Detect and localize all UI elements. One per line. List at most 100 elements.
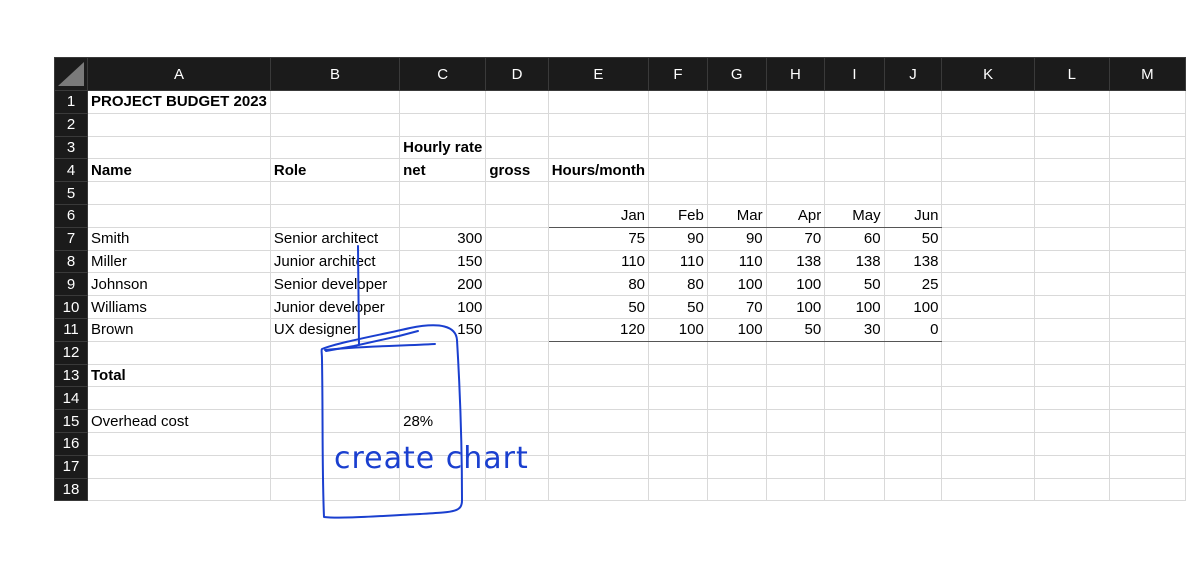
cell[interactable]: [706, 431, 767, 456]
cell[interactable]: [547, 386, 650, 411]
cell[interactable]: [1033, 363, 1110, 388]
gross-rate-cell[interactable]: [485, 272, 549, 297]
hours-cell[interactable]: 50: [824, 272, 885, 297]
cell[interactable]: [706, 363, 767, 388]
role-cell[interactable]: Senior architect: [269, 226, 401, 251]
cell[interactable]: [485, 386, 549, 411]
cell[interactable]: [547, 340, 650, 365]
row-header[interactable]: 10: [54, 295, 88, 319]
cell[interactable]: [941, 409, 1035, 433]
cell[interactable]: [1108, 272, 1186, 297]
column-header-b[interactable]: B: [269, 57, 401, 91]
total-label-cell[interactable]: Total: [87, 363, 271, 388]
cell[interactable]: [485, 90, 549, 114]
cell[interactable]: [941, 454, 1035, 479]
net-rate-cell[interactable]: 150: [399, 317, 487, 342]
cell[interactable]: [1108, 431, 1186, 456]
cell[interactable]: [824, 386, 885, 411]
cell[interactable]: [269, 181, 401, 205]
hours-cell[interactable]: 110: [547, 249, 650, 274]
cell[interactable]: [485, 112, 549, 137]
row-header[interactable]: 16: [54, 431, 88, 456]
net-rate-cell[interactable]: 200: [399, 272, 487, 297]
cell[interactable]: [269, 454, 401, 479]
cell[interactable]: [399, 340, 487, 365]
month-header-cell[interactable]: Feb: [648, 203, 708, 228]
cell[interactable]: [1108, 226, 1186, 251]
gross-rate-cell[interactable]: [485, 226, 549, 251]
cell[interactable]: [648, 409, 708, 433]
name-cell[interactable]: Johnson: [87, 272, 271, 297]
cell[interactable]: [1033, 112, 1110, 137]
cell[interactable]: [648, 90, 708, 114]
row-header[interactable]: 11: [54, 317, 88, 342]
cell[interactable]: [648, 477, 708, 502]
cell[interactable]: [269, 203, 401, 228]
hours-cell[interactable]: 100: [765, 272, 826, 297]
overhead-value-cell[interactable]: 28%: [399, 409, 487, 433]
cell[interactable]: [269, 90, 401, 114]
cell[interactable]: [824, 112, 885, 137]
cell[interactable]: [706, 112, 767, 137]
cell[interactable]: [87, 477, 271, 502]
month-header-cell[interactable]: Apr: [765, 203, 826, 228]
hours-cell[interactable]: 110: [648, 249, 708, 274]
cell[interactable]: [765, 112, 826, 137]
cell[interactable]: [883, 90, 943, 114]
cell[interactable]: [1108, 158, 1186, 183]
row-header[interactable]: 8: [54, 249, 88, 274]
hours-cell[interactable]: 138: [765, 249, 826, 274]
name-cell[interactable]: Williams: [87, 295, 271, 319]
cell[interactable]: [1033, 454, 1110, 479]
cell[interactable]: [941, 431, 1035, 456]
select-all-corner[interactable]: [54, 57, 88, 91]
cell[interactable]: [547, 431, 650, 456]
cell[interactable]: [1033, 226, 1110, 251]
gross-rate-cell[interactable]: [485, 317, 549, 342]
cell[interactable]: [765, 363, 826, 388]
cell[interactable]: [941, 249, 1035, 274]
hours-cell[interactable]: 75: [547, 226, 650, 251]
cell[interactable]: [1108, 386, 1186, 411]
cell[interactable]: [1033, 181, 1110, 205]
cell[interactable]: [648, 454, 708, 479]
cell[interactable]: [1033, 90, 1110, 114]
cell[interactable]: [1108, 135, 1186, 160]
cell[interactable]: [1108, 477, 1186, 502]
cell[interactable]: [765, 340, 826, 365]
cell[interactable]: [547, 477, 650, 502]
cell[interactable]: [485, 181, 549, 205]
cell[interactable]: [941, 135, 1035, 160]
cell[interactable]: [706, 477, 767, 502]
hours-cell[interactable]: 100: [706, 317, 767, 342]
hours-cell[interactable]: 100: [648, 317, 708, 342]
cell[interactable]: [269, 409, 401, 433]
row-header[interactable]: 7: [54, 226, 88, 251]
hours-cell[interactable]: 30: [824, 317, 885, 342]
row-header[interactable]: 3: [54, 135, 88, 160]
title-cell[interactable]: PROJECT BUDGET 2023: [87, 90, 271, 114]
cell[interactable]: [1108, 340, 1186, 365]
cell[interactable]: [765, 90, 826, 114]
cell[interactable]: [1108, 203, 1186, 228]
cell[interactable]: [87, 203, 271, 228]
cell[interactable]: [706, 340, 767, 365]
row-header[interactable]: 15: [54, 409, 88, 433]
cell[interactable]: [269, 340, 401, 365]
hours-cell[interactable]: 90: [648, 226, 708, 251]
hours-cell[interactable]: 50: [765, 317, 826, 342]
column-header-i[interactable]: I: [824, 57, 885, 91]
cell[interactable]: [765, 158, 826, 183]
cell[interactable]: [765, 181, 826, 205]
net-rate-cell[interactable]: 150: [399, 249, 487, 274]
cell[interactable]: [1033, 431, 1110, 456]
row-header[interactable]: 17: [54, 454, 88, 479]
cell[interactable]: [1108, 317, 1186, 342]
hours-cell[interactable]: 138: [883, 249, 943, 274]
hours-cell[interactable]: 100: [706, 272, 767, 297]
cell[interactable]: [824, 409, 885, 433]
cell[interactable]: [941, 272, 1035, 297]
cell[interactable]: [1108, 295, 1186, 319]
name-cell[interactable]: Smith: [87, 226, 271, 251]
row-header[interactable]: 14: [54, 386, 88, 411]
